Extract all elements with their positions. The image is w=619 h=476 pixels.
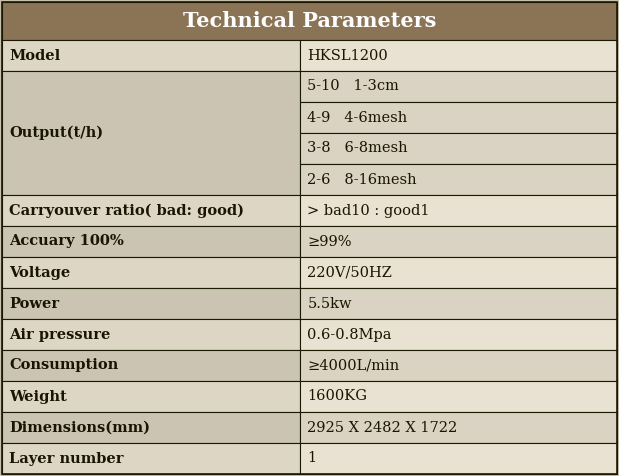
Bar: [300, 381, 617, 412]
Bar: [2, 226, 300, 257]
Text: 4-9   4-6mesh: 4-9 4-6mesh: [307, 110, 407, 125]
Text: 5-10   1-3cm: 5-10 1-3cm: [307, 79, 399, 93]
Bar: [300, 133, 617, 164]
Text: Voltage: Voltage: [9, 266, 70, 279]
Bar: [2, 412, 300, 443]
Text: 220V/50HZ: 220V/50HZ: [307, 266, 392, 279]
Bar: [300, 257, 617, 288]
Text: Accuary 100%: Accuary 100%: [9, 235, 124, 248]
Text: Layer number: Layer number: [9, 452, 124, 466]
Text: Output(t/h): Output(t/h): [9, 126, 103, 140]
Bar: [2, 443, 300, 474]
Text: ≥99%: ≥99%: [307, 235, 352, 248]
Bar: [300, 71, 617, 102]
Bar: [300, 195, 617, 226]
Text: Dimensions(mm): Dimensions(mm): [9, 420, 150, 435]
Bar: [2, 319, 300, 350]
Text: 1600KG: 1600KG: [307, 389, 367, 404]
Bar: [300, 288, 617, 319]
Bar: [2, 381, 300, 412]
Bar: [2, 2, 617, 40]
Text: Consumption: Consumption: [9, 358, 118, 373]
Text: ≥4000L/min: ≥4000L/min: [307, 358, 399, 373]
Bar: [2, 40, 300, 71]
Text: Model: Model: [9, 49, 60, 62]
Bar: [300, 412, 617, 443]
Text: 2-6   8-16mesh: 2-6 8-16mesh: [307, 172, 417, 187]
Bar: [2, 71, 300, 195]
Text: > bad10 : good1: > bad10 : good1: [307, 204, 430, 218]
Text: Carryouver ratio( bad: good): Carryouver ratio( bad: good): [9, 203, 244, 218]
Text: 2925 X 2482 X 1722: 2925 X 2482 X 1722: [307, 420, 457, 435]
Bar: [2, 350, 300, 381]
Text: Weight: Weight: [9, 389, 67, 404]
Text: Air pressure: Air pressure: [9, 327, 110, 341]
Bar: [300, 40, 617, 71]
Text: 1: 1: [307, 452, 316, 466]
Bar: [2, 288, 300, 319]
Bar: [300, 226, 617, 257]
Text: Technical Parameters: Technical Parameters: [183, 11, 436, 31]
Bar: [300, 319, 617, 350]
Bar: [300, 350, 617, 381]
Text: Power: Power: [9, 297, 59, 310]
Bar: [300, 102, 617, 133]
Bar: [2, 195, 300, 226]
Text: 5.5kw: 5.5kw: [307, 297, 352, 310]
Bar: [2, 257, 300, 288]
Bar: [300, 164, 617, 195]
Text: HKSL1200: HKSL1200: [307, 49, 388, 62]
Bar: [300, 443, 617, 474]
Text: 0.6-0.8Mpa: 0.6-0.8Mpa: [307, 327, 392, 341]
Text: 3-8   6-8mesh: 3-8 6-8mesh: [307, 141, 408, 156]
